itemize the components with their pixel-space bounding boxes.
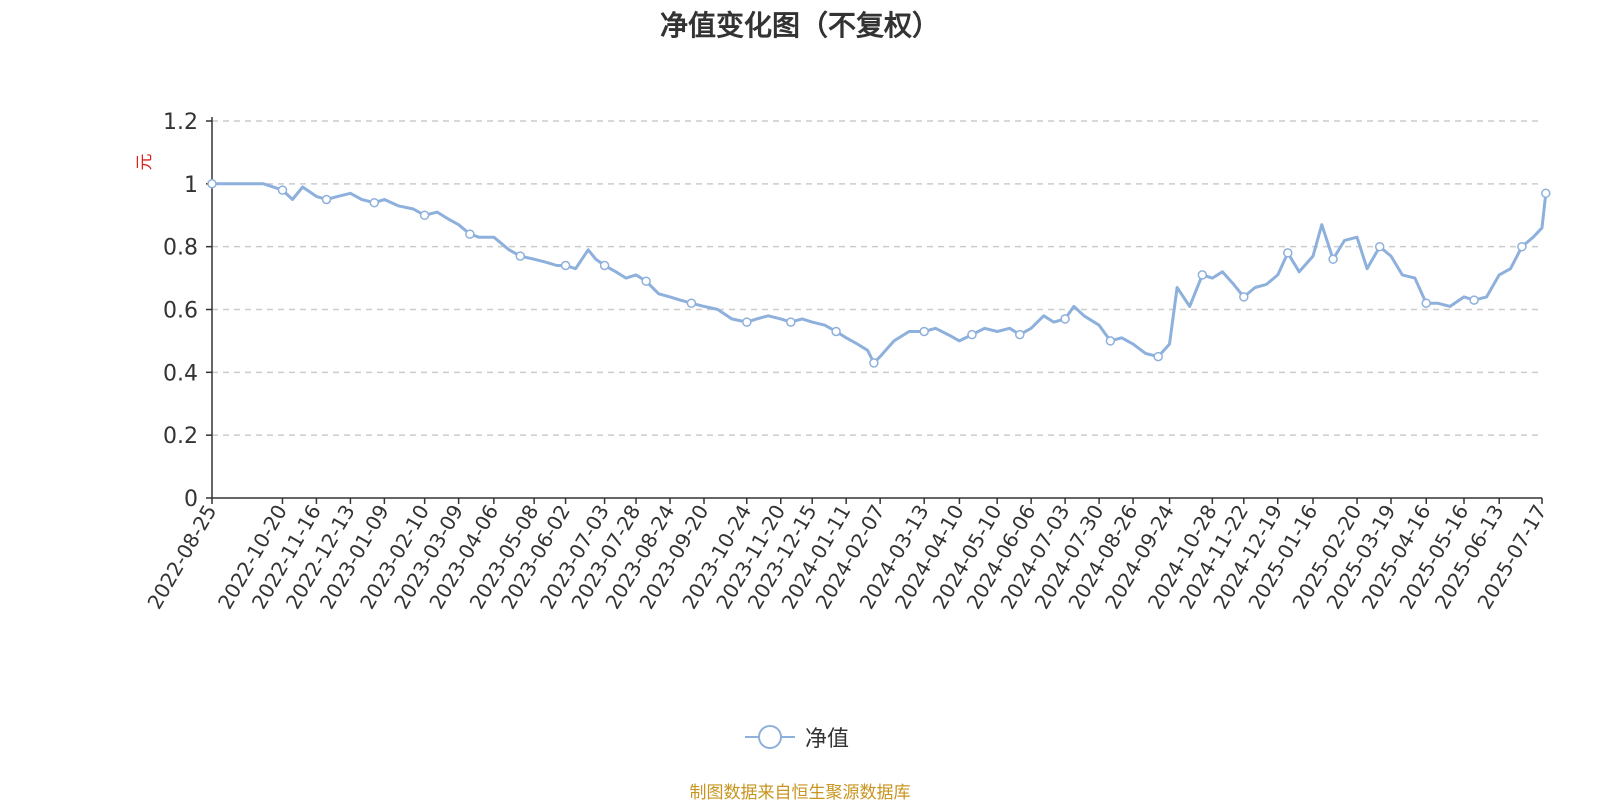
data-point [207, 179, 217, 189]
data-point [1153, 351, 1163, 362]
grid-lines [212, 120, 1542, 436]
data-point [1197, 270, 1208, 280]
y-axis-ticks: 0 0.2 0.4 0.6 0.8 1 1.2 [163, 110, 212, 512]
data-point [742, 317, 752, 327]
y-tick-label: 1 [184, 173, 198, 198]
series-line [212, 182, 1548, 365]
data-point [1015, 329, 1025, 340]
series-group [207, 179, 1551, 368]
data-point [321, 194, 332, 205]
data-point [1239, 292, 1249, 302]
data-point [515, 251, 526, 261]
y-tick-label: 0.6 [163, 299, 198, 324]
data-point [599, 260, 610, 271]
data-point [369, 197, 380, 208]
data-point [786, 317, 796, 327]
axes [211, 117, 1542, 499]
data-point [560, 260, 571, 271]
data-point [1541, 188, 1551, 199]
data-point [1060, 314, 1070, 324]
y-tick-label: 0.8 [163, 236, 198, 261]
data-point [1517, 241, 1527, 252]
data-point [1374, 241, 1385, 252]
data-point [831, 326, 841, 337]
chart-title: 净值变化图（不复权） [659, 9, 940, 42]
data-point [1469, 295, 1479, 305]
y-tick-label: 0.2 [163, 424, 198, 449]
legend-marker-icon [745, 725, 795, 749]
legend-label: 净值 [805, 727, 850, 752]
data-point [641, 276, 651, 286]
legend[interactable]: 净值 [745, 722, 849, 752]
source-note: 制图数据来自恒生聚源数据库 [689, 783, 911, 803]
x-axis-ticks: 2022-08-252022-10-202022-11-162022-12-13… [142, 498, 1551, 613]
y-axis-label: 元 [135, 154, 155, 171]
data-point [967, 329, 977, 340]
data-point [1328, 254, 1338, 264]
y-tick-label: 1.2 [163, 110, 198, 135]
data-point [686, 298, 697, 308]
data-point [465, 229, 475, 239]
y-tick-label: 0 [184, 487, 198, 512]
data-point [1421, 298, 1431, 308]
data-point [419, 210, 430, 221]
data-point [869, 358, 879, 368]
y-tick-label: 0.4 [163, 361, 198, 386]
data-point [919, 326, 929, 337]
data-point [1283, 248, 1293, 258]
data-point [1105, 336, 1116, 346]
x-tick-label: 2022-08-25 [142, 501, 221, 614]
data-point [277, 185, 288, 195]
